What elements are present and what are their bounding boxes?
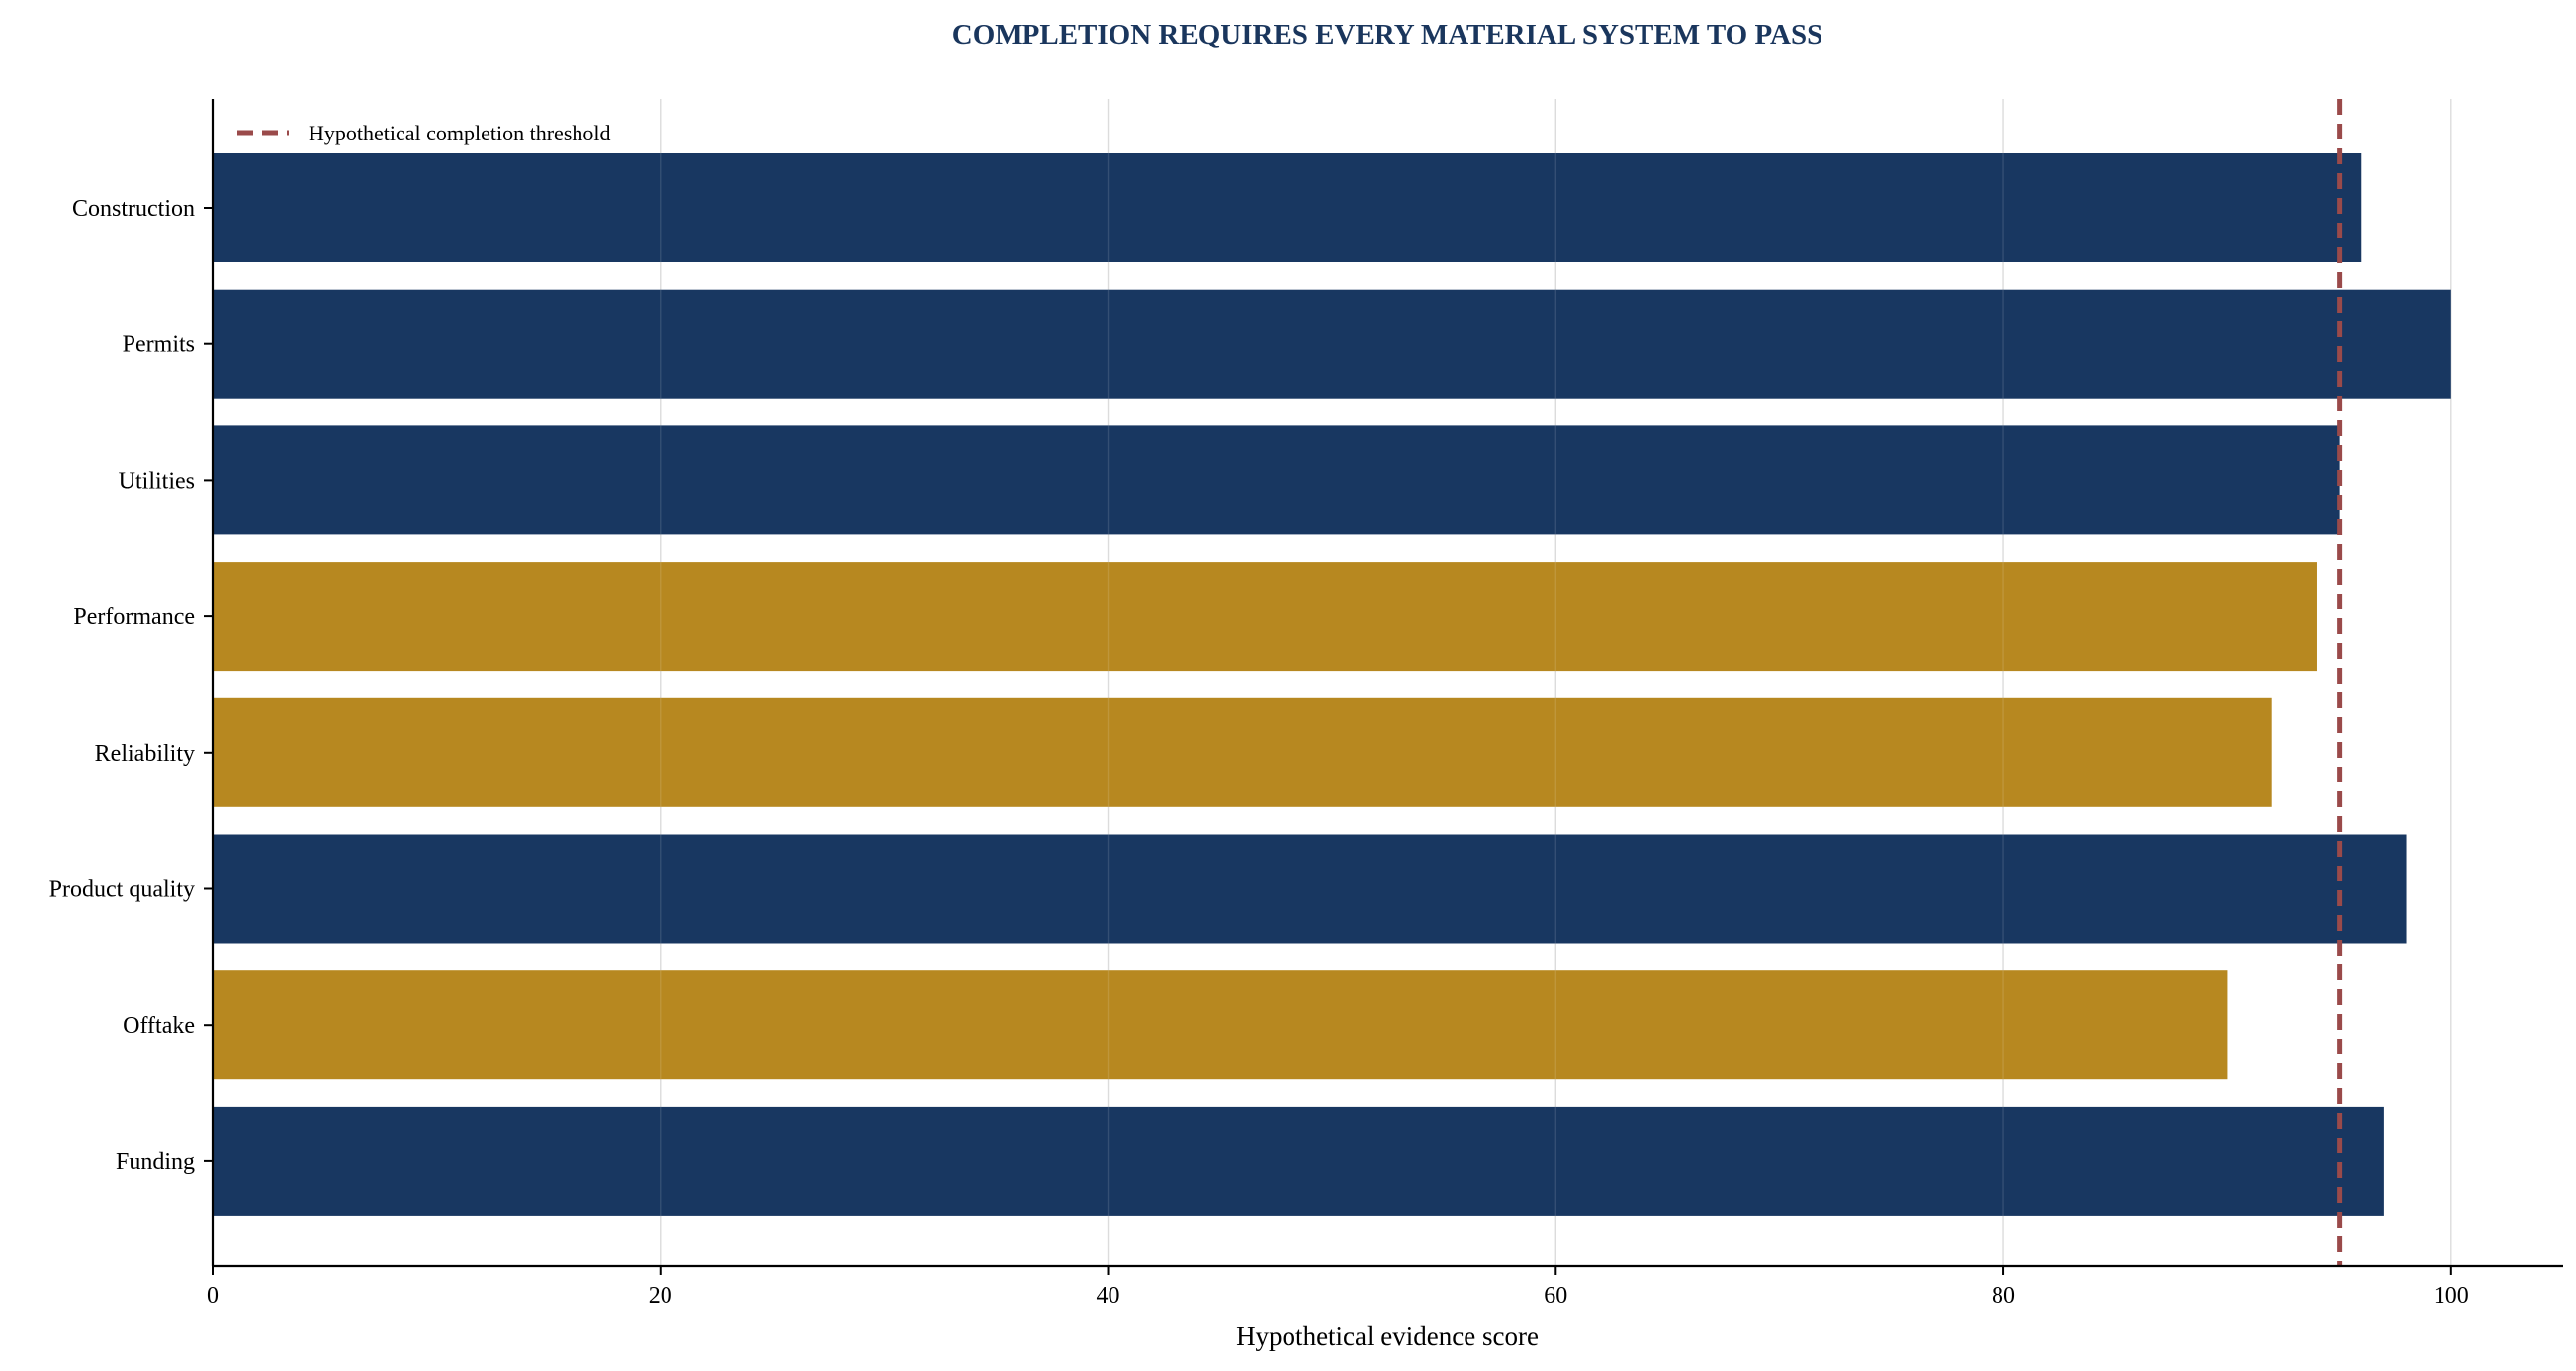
bar-performance bbox=[213, 562, 2317, 672]
bar-utilities bbox=[213, 425, 2340, 535]
legend-label: Hypothetical completion threshold bbox=[309, 121, 611, 145]
y-tick-label-5: Product quality bbox=[49, 877, 195, 903]
y-tick-label-2: Utilities bbox=[119, 468, 195, 494]
x-tick-label-0: 0 bbox=[207, 1283, 219, 1309]
y-tick-label-6: Offtake bbox=[123, 1013, 195, 1039]
y-tick-label-1: Permits bbox=[123, 332, 195, 358]
axes: 0 20 40 60 80 100 Construction Permits Utilities… bbox=[49, 99, 2563, 1309]
x-tick-label-4: 80 bbox=[1992, 1283, 2015, 1309]
bar-offtake bbox=[213, 970, 2228, 1080]
x-tick-label-5: 100 bbox=[2434, 1283, 2469, 1309]
legend: Hypothetical completion threshold bbox=[237, 121, 611, 145]
bar-permits bbox=[213, 289, 2451, 399]
x-tick-label-2: 40 bbox=[1097, 1283, 1120, 1309]
bar-funding bbox=[213, 1106, 2384, 1216]
bar-reliability bbox=[213, 697, 2272, 807]
chart-title: COMPLETION REQUIRES EVERY MATERIAL SYSTE… bbox=[952, 19, 1822, 50]
y-tick-label-4: Reliability bbox=[95, 741, 195, 767]
bar-product-quality bbox=[213, 834, 2407, 944]
grid-lines bbox=[212, 99, 2452, 1266]
bar-construction bbox=[213, 153, 2362, 262]
y-tick-label-0: Construction bbox=[72, 196, 195, 222]
bars bbox=[213, 153, 2451, 1216]
x-tick-label-1: 20 bbox=[649, 1283, 672, 1309]
x-tick-label-3: 60 bbox=[1544, 1283, 1567, 1309]
y-tick-label-7: Funding bbox=[116, 1149, 195, 1175]
x-axis-label: Hypothetical evidence score bbox=[1236, 1322, 1539, 1351]
y-tick-label-3: Performance bbox=[73, 604, 195, 630]
